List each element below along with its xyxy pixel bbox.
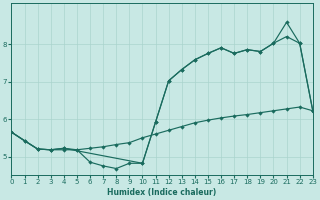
X-axis label: Humidex (Indice chaleur): Humidex (Indice chaleur) [108,188,217,197]
